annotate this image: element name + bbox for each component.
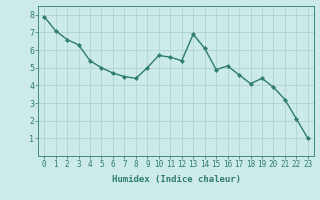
X-axis label: Humidex (Indice chaleur): Humidex (Indice chaleur) xyxy=(111,175,241,184)
